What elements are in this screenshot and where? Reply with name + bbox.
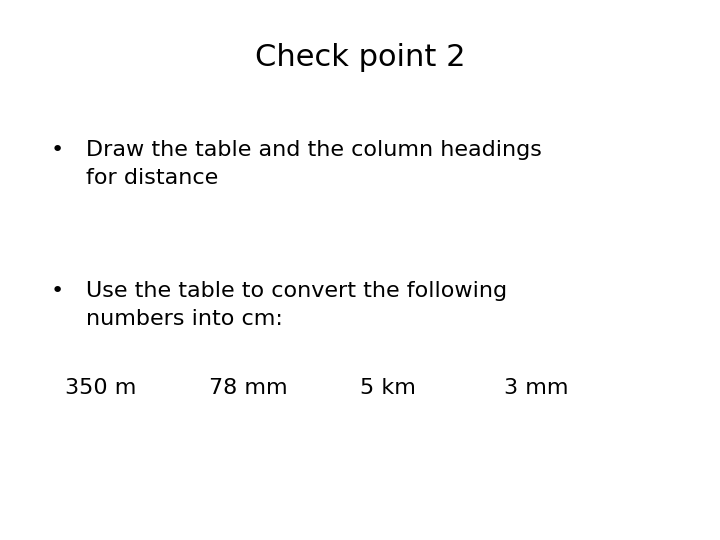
Text: •: •	[50, 140, 63, 160]
Text: 78 mm: 78 mm	[209, 378, 287, 398]
Text: 350 m: 350 m	[65, 378, 136, 398]
Text: Use the table to convert the following
numbers into cm:: Use the table to convert the following n…	[86, 281, 508, 329]
Text: 3 mm: 3 mm	[504, 378, 569, 398]
Text: 5 km: 5 km	[360, 378, 416, 398]
Text: •: •	[50, 281, 63, 301]
Text: Draw the table and the column headings
for distance: Draw the table and the column headings f…	[86, 140, 542, 188]
Text: Check point 2: Check point 2	[255, 43, 465, 72]
